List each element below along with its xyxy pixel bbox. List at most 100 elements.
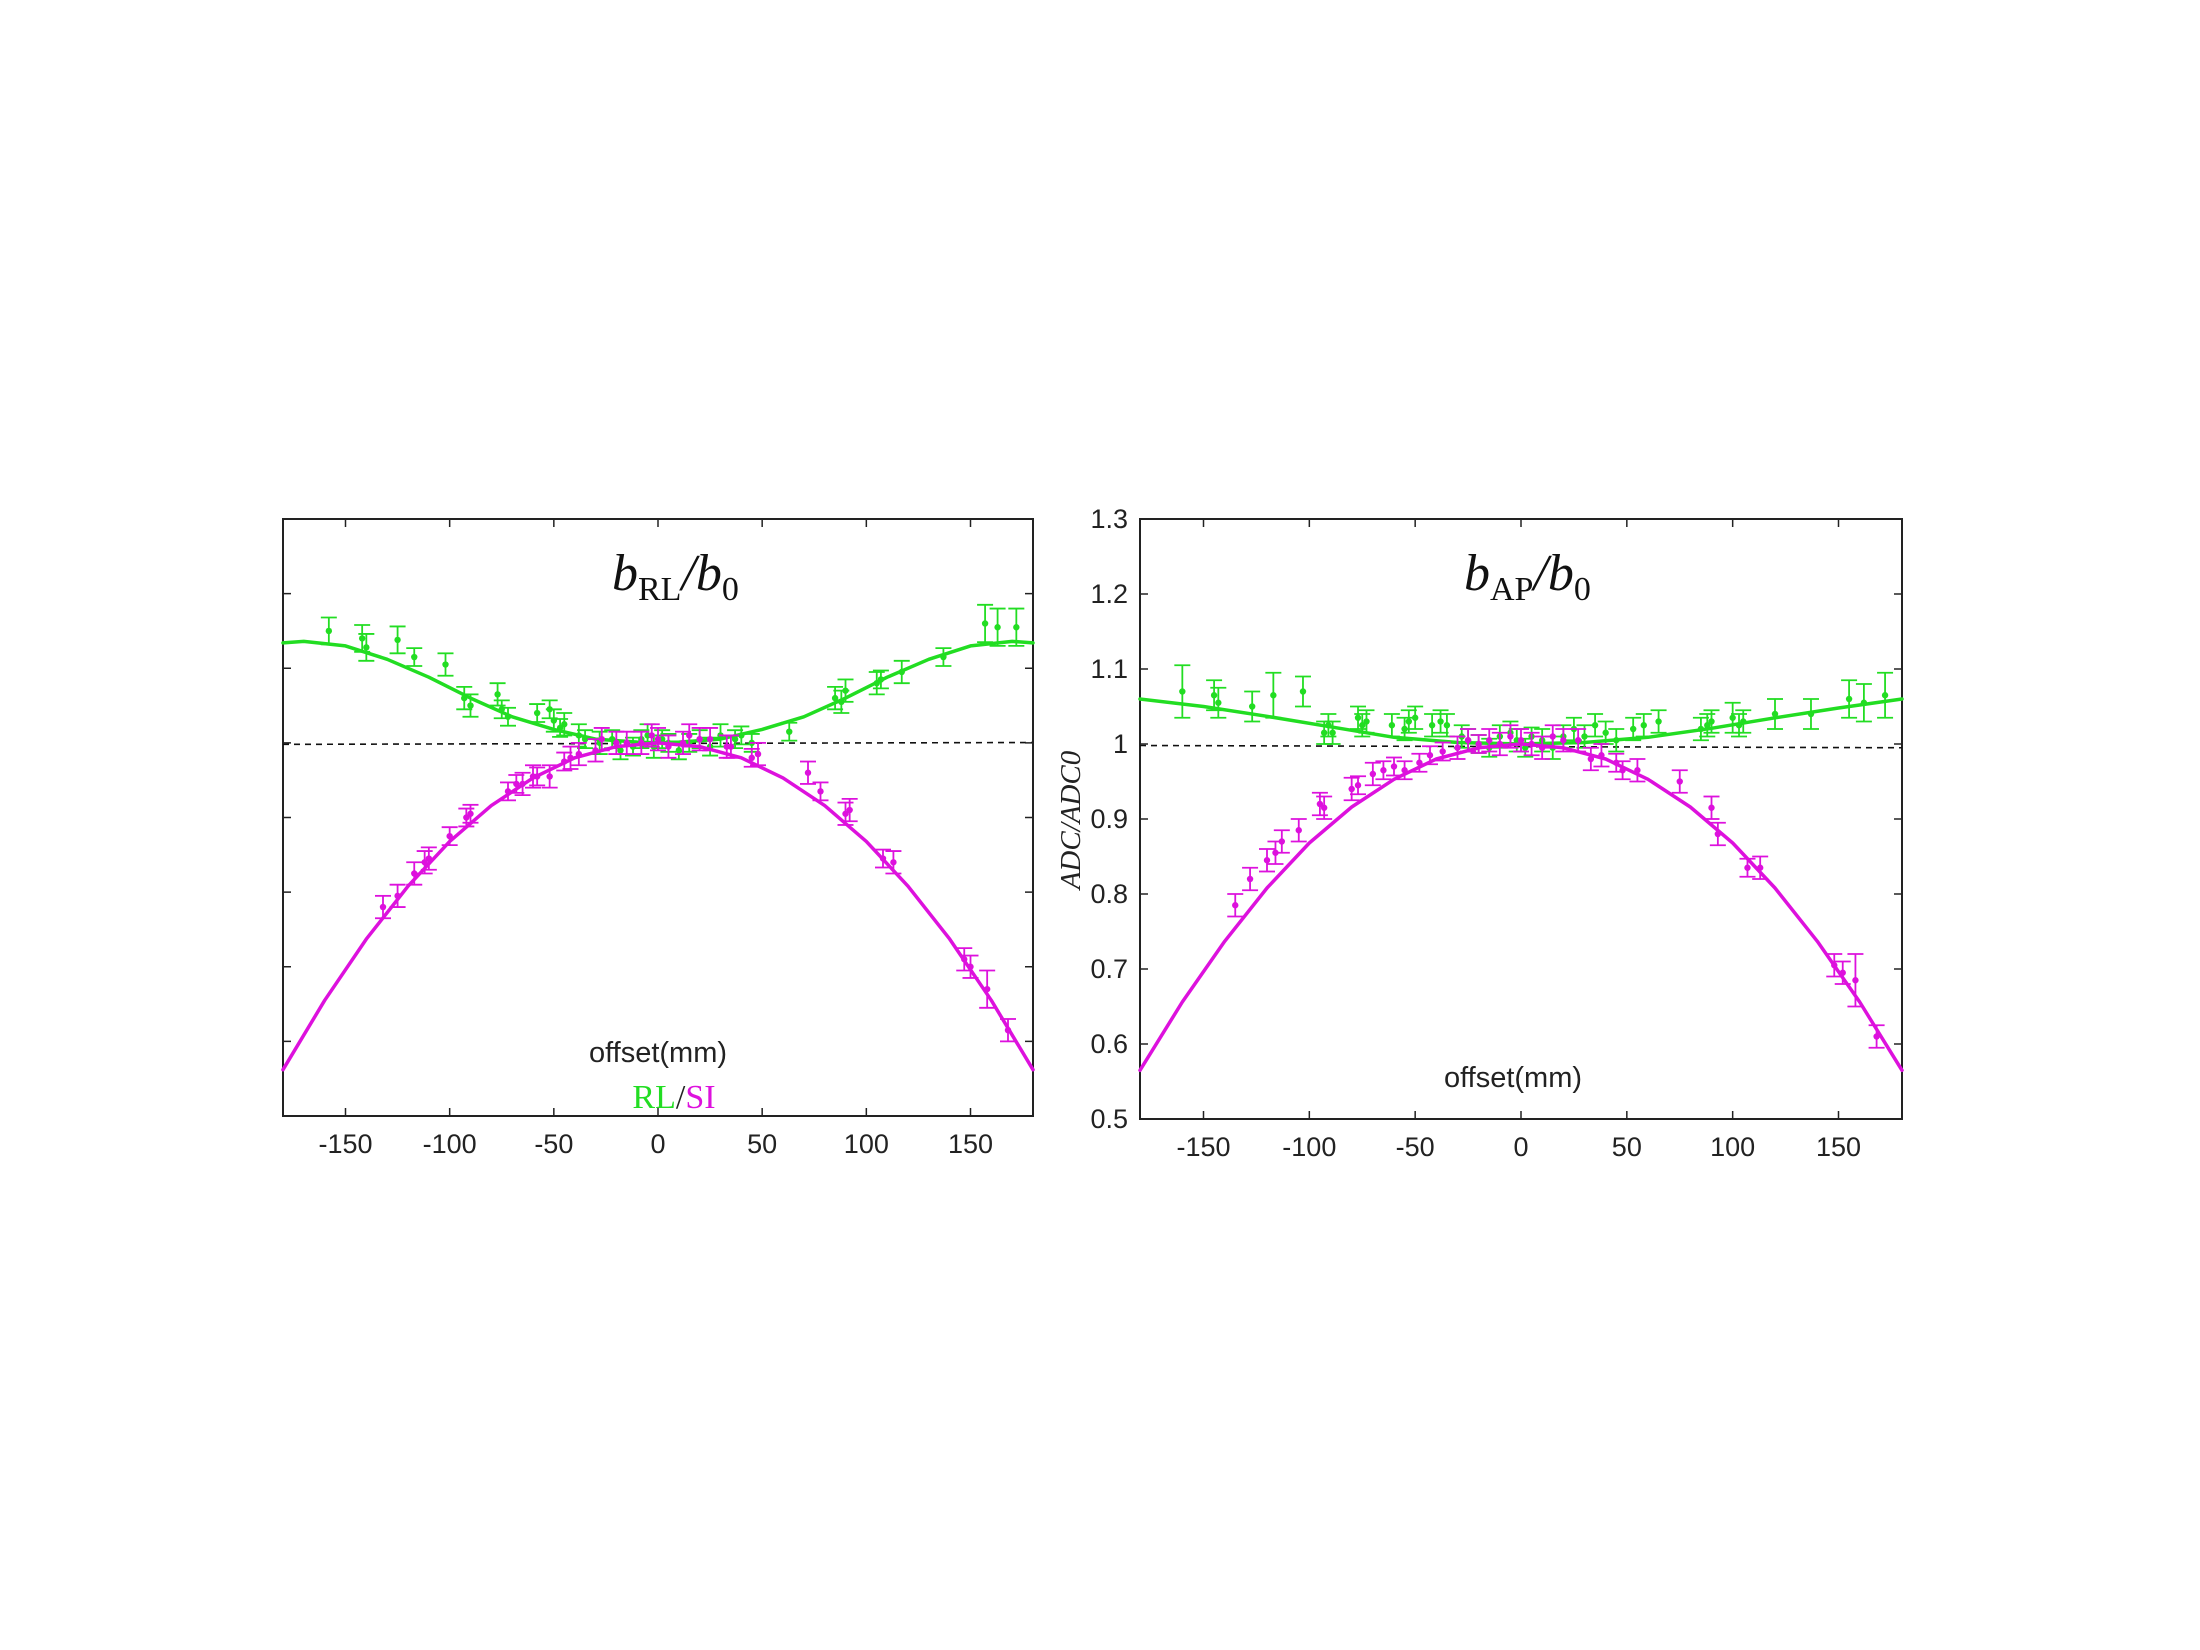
data-point (841, 797, 858, 823)
marker (754, 750, 762, 758)
data-point (1671, 769, 1688, 794)
data-point (893, 659, 910, 685)
data-point (837, 678, 854, 703)
marker (379, 903, 387, 911)
data-point (441, 826, 458, 847)
y-tick-label: 0.9 (1090, 804, 1128, 834)
chart-title: bAP/b0 (1464, 545, 1591, 608)
y-tick-label: 0.5 (1090, 1104, 1128, 1134)
marker (1756, 864, 1764, 871)
data-point (462, 803, 479, 824)
data-point (406, 647, 423, 667)
marker (679, 739, 687, 747)
y-axis-ticks: 0.5 0.6 0.7 0.8 0.9 1 1.1 1.2 1.3 (1090, 504, 1902, 1134)
data-point (681, 723, 698, 748)
marker (1232, 902, 1239, 909)
y-tick-label: 1 (1113, 729, 1128, 759)
marker (613, 739, 620, 747)
marker (1714, 830, 1722, 838)
data-point (1703, 709, 1720, 734)
title-sub: RL (638, 571, 681, 608)
marker (561, 721, 568, 728)
data-point (1265, 671, 1282, 719)
data-point (1424, 713, 1441, 738)
marker (1860, 699, 1868, 706)
x-tick-label: -150 (1176, 1132, 1230, 1162)
y-tick-label: 1.3 (1090, 504, 1128, 534)
marker (394, 636, 401, 644)
data-point (1421, 745, 1438, 766)
data-point (1593, 743, 1610, 768)
data-point (1434, 741, 1451, 762)
series-si (1138, 724, 1904, 1073)
marker (411, 653, 418, 661)
title-den: b (1548, 545, 1574, 602)
marker (533, 773, 541, 780)
x-tick-label: -100 (1282, 1132, 1336, 1162)
data-point (781, 721, 798, 742)
data-point (1407, 705, 1424, 730)
marker (1248, 703, 1256, 710)
marker (1295, 827, 1302, 834)
data-point (1847, 953, 1864, 1008)
data-point (1739, 857, 1756, 878)
x-tick-label: -50 (534, 1129, 573, 1159)
marker (1426, 752, 1434, 759)
marker (1831, 962, 1838, 969)
data-point (1350, 705, 1367, 730)
data-point (1364, 761, 1381, 787)
data-point (420, 846, 437, 871)
marker (1004, 1026, 1012, 1034)
data-point (875, 848, 891, 869)
marker (1613, 737, 1620, 744)
data-point (1343, 776, 1360, 802)
marker (1416, 759, 1423, 766)
data-point (1008, 607, 1025, 647)
marker (533, 709, 541, 717)
marker (1587, 755, 1595, 763)
data-point (750, 741, 766, 767)
marker (1676, 778, 1683, 785)
x-axis-label: offset(mm) (589, 1037, 727, 1069)
data-point (1273, 829, 1290, 854)
marker (1591, 722, 1599, 729)
marker (1179, 688, 1186, 695)
marker (1316, 800, 1324, 808)
legend-sep: / (676, 1079, 686, 1116)
y-axis-ticks (283, 518, 1033, 1117)
data-point (1358, 709, 1375, 734)
marker (1299, 688, 1307, 695)
data-point (541, 764, 558, 789)
x-tick-label: 0 (1513, 1132, 1528, 1162)
marker (1363, 718, 1370, 725)
marker (461, 694, 468, 702)
marker (686, 732, 693, 739)
marker (940, 653, 947, 661)
marker (546, 773, 553, 780)
marker (1354, 782, 1362, 789)
data-point (650, 727, 666, 752)
marker (1740, 718, 1747, 725)
marker (1263, 857, 1271, 864)
marker (1428, 722, 1436, 729)
chart-title: bRL/b0 (612, 545, 739, 608)
data-point (1855, 683, 1872, 723)
marker (519, 780, 526, 788)
data-point (702, 727, 719, 752)
data-point (1244, 690, 1261, 723)
data-point (1210, 686, 1227, 719)
marker (1598, 752, 1605, 759)
data-point (1735, 709, 1752, 734)
x-tick-label: -50 (1396, 1132, 1435, 1162)
marker (446, 832, 453, 840)
y-tick-label: 0.7 (1090, 954, 1128, 984)
marker (1325, 722, 1332, 729)
marker (1881, 692, 1889, 699)
data-point (1502, 724, 1519, 749)
title-den-sub: 0 (722, 571, 739, 608)
marker (1013, 624, 1020, 631)
marker (879, 855, 887, 862)
marker (1744, 864, 1751, 871)
marker (1538, 744, 1546, 751)
